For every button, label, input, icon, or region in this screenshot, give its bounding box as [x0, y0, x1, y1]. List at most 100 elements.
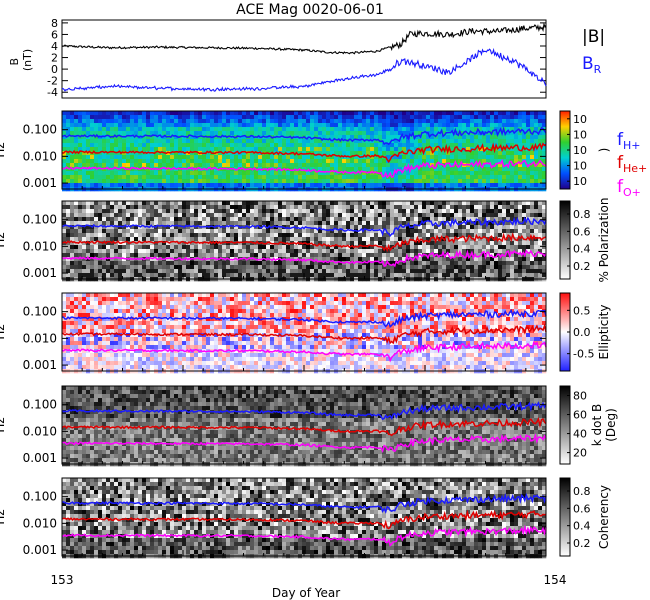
spectro-cell — [74, 265, 79, 270]
spectro-cell — [202, 205, 207, 210]
spectro-cell — [78, 261, 83, 266]
spectro-cell — [430, 131, 435, 136]
spectro-cell — [106, 213, 111, 218]
spectro-cell — [98, 127, 103, 132]
spectro-cell — [270, 249, 275, 254]
spectro-cell — [426, 221, 431, 226]
spectro-cell — [86, 143, 91, 148]
spectro-cell — [498, 209, 503, 214]
spectro-cell — [258, 213, 263, 218]
spectro-cell — [334, 249, 339, 254]
spectro-cell — [366, 205, 371, 210]
spectro-cell — [242, 257, 247, 262]
spectro-cell — [178, 127, 183, 132]
spectro-cell — [294, 179, 299, 184]
spectro-cell — [290, 245, 295, 250]
spectro-cell — [90, 221, 95, 226]
spectro-cell — [134, 147, 139, 152]
spectro-cell — [270, 205, 275, 210]
spectro-cell — [290, 261, 295, 266]
spectro-cell — [294, 119, 299, 124]
spectro-cell — [462, 127, 467, 132]
spectro-cell — [242, 151, 247, 156]
colorbar-tick-label: 10 — [573, 128, 587, 141]
spectro-cell — [314, 167, 319, 172]
spectro-cell — [366, 261, 371, 266]
spectro-cell — [106, 135, 111, 140]
spectro-cell — [146, 111, 151, 116]
spectro-cell — [542, 171, 547, 176]
spectro-cell — [242, 171, 247, 176]
spectro-cell — [490, 111, 495, 116]
spectro-cell — [378, 135, 383, 140]
spectro-cell — [62, 205, 67, 210]
spectro-cell — [142, 201, 147, 206]
spectro-cell — [330, 229, 335, 234]
spectro-cell — [322, 273, 327, 278]
spectro-cell — [206, 261, 211, 266]
spectro-cell — [502, 241, 507, 246]
spectro-cell — [118, 171, 123, 176]
spectro-cell — [194, 245, 199, 250]
spectro-cell — [186, 163, 191, 168]
spectro-cell — [410, 163, 415, 168]
spectro-cell — [110, 233, 115, 238]
spectro-cell — [370, 209, 375, 214]
spectro-cell — [294, 155, 299, 160]
spectro-cell — [538, 229, 543, 234]
spectro-cell — [90, 171, 95, 176]
spectro-cell — [370, 171, 375, 176]
spectro-cell — [78, 293, 83, 298]
spectro-cell — [398, 127, 403, 132]
spectro-cell — [506, 175, 511, 180]
spectro-cell — [202, 155, 207, 160]
spectro-cell — [282, 163, 287, 168]
spectro-cell — [422, 237, 427, 242]
spectro-cell — [230, 249, 235, 254]
spectro-cell — [114, 237, 119, 242]
spectro-cell — [398, 233, 403, 238]
spectro-cell — [126, 143, 131, 148]
spectro-cell — [294, 265, 299, 270]
spectro-cell — [390, 253, 395, 258]
spectro-cell — [74, 139, 79, 144]
spectro-cell — [322, 155, 327, 160]
spectro-cell — [482, 183, 487, 188]
spectro-cell — [158, 123, 163, 128]
spectro-cell — [130, 213, 135, 218]
spectro-cell — [362, 151, 367, 156]
spectro-cell — [386, 201, 391, 206]
spectro-cell — [246, 163, 251, 168]
spectro-cell — [502, 257, 507, 262]
spectro-cell — [402, 171, 407, 176]
spectro-cell — [258, 237, 263, 242]
spectro-cell — [542, 111, 547, 116]
spectro-cell — [282, 217, 287, 222]
spectro-cell — [390, 167, 395, 172]
spectro-cell — [402, 163, 407, 168]
spectro-cell — [78, 221, 83, 226]
spectro-cell — [426, 167, 431, 172]
spectro-cell — [306, 273, 311, 278]
spectro-cell — [330, 123, 335, 128]
spectro-cell — [66, 253, 71, 258]
spectro-cell — [206, 213, 211, 218]
spectro-cell — [174, 245, 179, 250]
spectro-cell — [262, 201, 267, 206]
spectro-cell — [130, 115, 135, 120]
spectro-cell — [350, 245, 355, 250]
spectro-cell — [394, 115, 399, 120]
spectro-cell — [154, 201, 159, 206]
spectro-cell — [522, 245, 527, 250]
spectro-cell — [470, 269, 475, 274]
spectro-cell — [138, 241, 143, 246]
spectro-cell — [110, 155, 115, 160]
spectro-cell — [442, 167, 447, 172]
spectro-cell — [90, 127, 95, 132]
spectro-cell — [382, 221, 387, 226]
spectro-cell — [226, 171, 231, 176]
spectro-cell — [370, 167, 375, 172]
spectro-cell — [510, 135, 515, 140]
spectro-cell — [166, 249, 171, 254]
spectro-cell — [390, 163, 395, 168]
